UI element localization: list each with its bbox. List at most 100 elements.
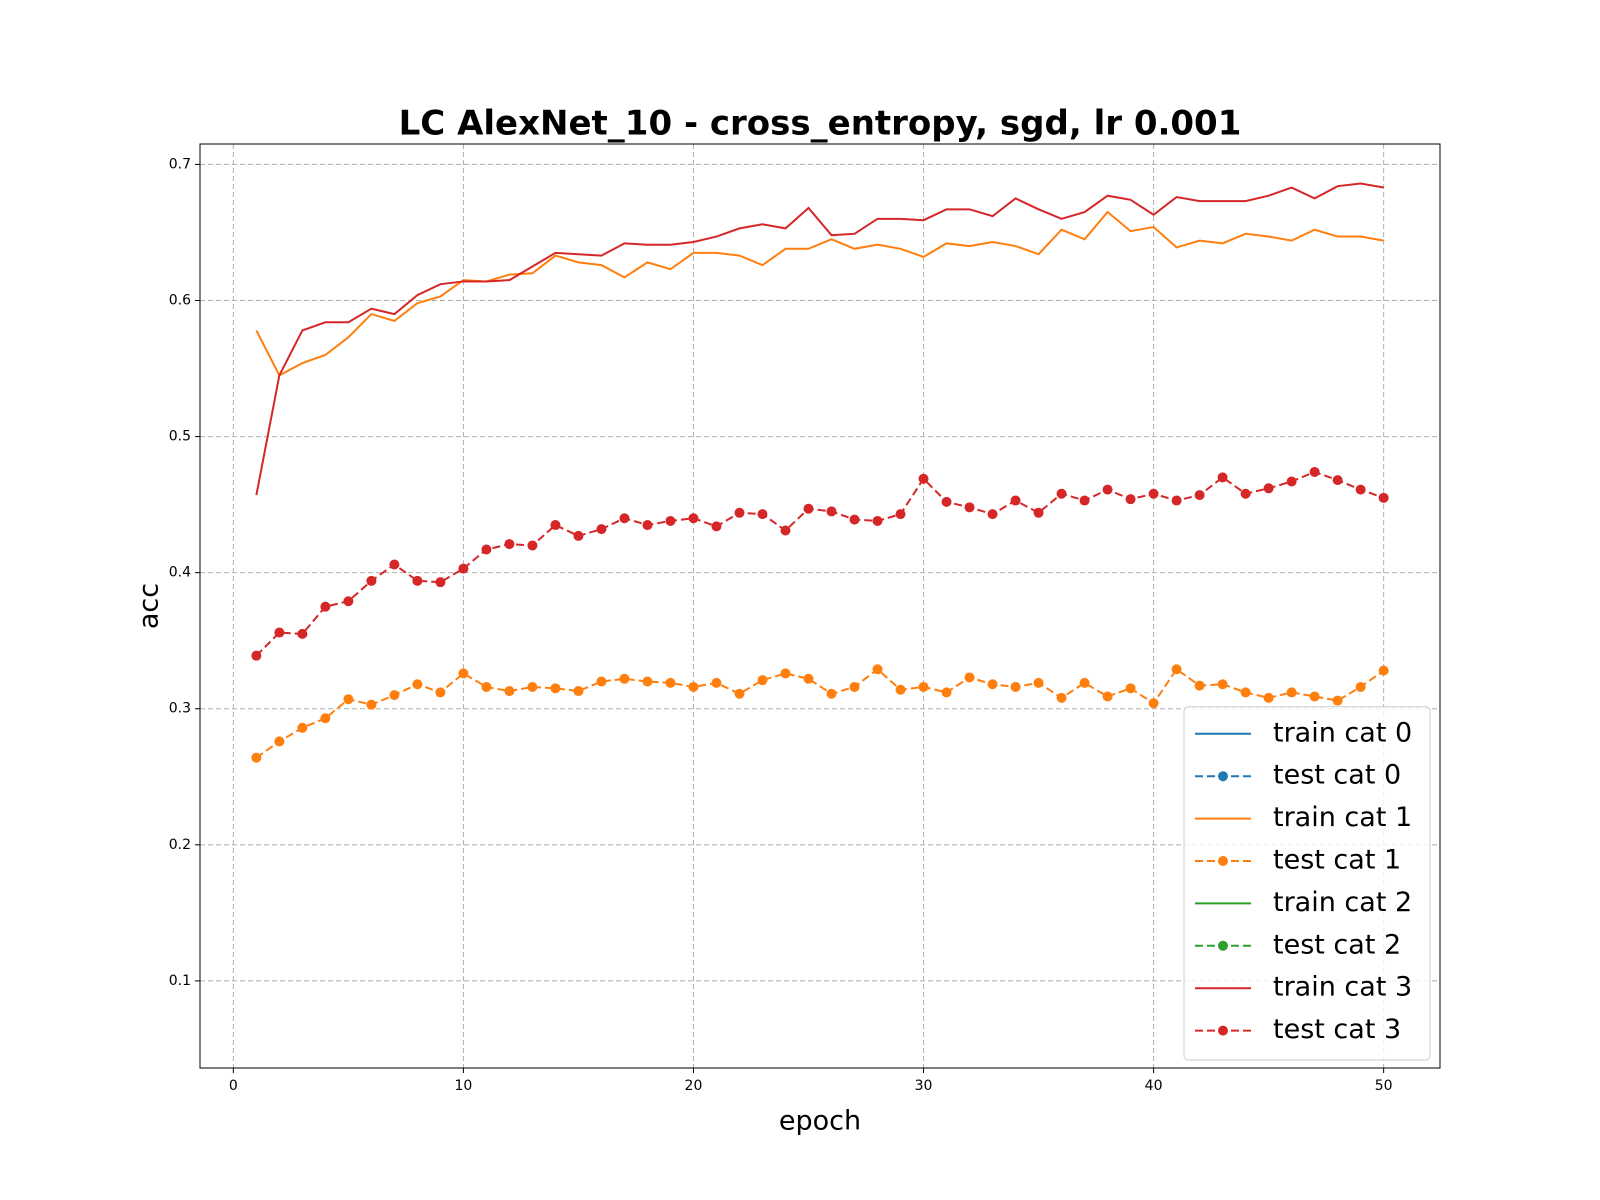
data-point <box>366 699 377 710</box>
data-point <box>734 507 745 518</box>
data-point <box>711 677 722 688</box>
data-point <box>665 515 676 526</box>
data-point <box>366 575 377 586</box>
legend-box <box>1183 706 1431 1061</box>
data-point <box>1240 488 1251 499</box>
plot-frame <box>199 143 1441 1069</box>
data-point <box>826 506 837 517</box>
data-point <box>849 681 860 692</box>
data-point <box>1332 475 1343 486</box>
data-point <box>1286 687 1297 698</box>
legend-label: test cat 1 <box>1273 845 1401 876</box>
data-point <box>1056 488 1067 499</box>
data-point <box>1148 698 1159 709</box>
data-point <box>504 539 515 550</box>
data-point <box>1263 692 1274 703</box>
series-line <box>255 182 1384 496</box>
data-point <box>1332 695 1343 706</box>
data-point <box>1033 677 1044 688</box>
data-point <box>849 514 860 525</box>
y-tick-label: 0.7 <box>169 156 191 172</box>
legend-marker <box>1218 940 1228 951</box>
data-point <box>1102 484 1113 495</box>
data-point <box>481 544 492 555</box>
data-point <box>1309 466 1320 477</box>
legend: train cat 0 test cat 0 train cat 1 test cat… <box>1183 706 1431 1061</box>
chart-title: LC AlexNet_10 - cross_entropy, sgd, lr 0… <box>399 104 1242 144</box>
x-tick-label: 50 <box>1375 1078 1393 1094</box>
data-point <box>1171 495 1182 506</box>
legend-label: train cat 0 <box>1273 717 1412 748</box>
data-point <box>320 713 331 724</box>
legend-label: train cat 2 <box>1273 887 1412 918</box>
data-point <box>274 736 285 747</box>
data-point <box>297 722 308 733</box>
x-axis-label: epoch <box>779 1106 861 1137</box>
legend-label: test cat 3 <box>1273 1014 1401 1045</box>
legend-label: train cat 3 <box>1273 972 1412 1003</box>
data-point <box>1171 664 1182 675</box>
data-point <box>619 673 630 684</box>
data-point <box>803 673 814 684</box>
y-tick-label: 0.2 <box>169 837 191 853</box>
data-point <box>964 672 975 683</box>
data-point <box>803 503 814 514</box>
x-tick-label: 0 <box>229 1078 238 1094</box>
y-axis-label: acc <box>134 583 165 629</box>
data-point <box>596 524 607 535</box>
x-tick-label: 30 <box>915 1078 933 1094</box>
data-point <box>757 675 768 686</box>
y-tick-label: 0.5 <box>169 429 191 445</box>
data-point <box>389 690 400 701</box>
data-point <box>826 688 837 699</box>
data-point <box>1102 691 1113 702</box>
data-point <box>619 513 630 524</box>
data-point <box>504 686 515 697</box>
data-point <box>918 681 929 692</box>
data-point <box>711 521 722 532</box>
data-point <box>987 509 998 520</box>
data-point <box>412 575 423 586</box>
data-point <box>918 473 929 484</box>
data-point <box>251 650 262 661</box>
data-point <box>343 596 354 607</box>
data-point <box>1217 679 1228 690</box>
data-point <box>987 679 998 690</box>
data-point <box>895 509 906 520</box>
data-point <box>412 679 423 690</box>
data-point <box>573 686 584 697</box>
data-point <box>527 540 538 551</box>
data-point <box>642 676 653 687</box>
data-point <box>1056 692 1067 703</box>
x-tick-label: 40 <box>1145 1078 1163 1094</box>
series-line <box>255 667 1385 759</box>
data-point <box>389 559 400 570</box>
y-tick-label: 0.3 <box>169 701 191 717</box>
data-point <box>895 684 906 695</box>
data-point <box>458 563 469 574</box>
data-point <box>297 628 308 639</box>
data-point <box>1194 680 1205 691</box>
data-point <box>1079 495 1090 506</box>
data-point <box>1286 476 1297 487</box>
legend-marker <box>1218 1025 1228 1036</box>
x-tick-label: 10 <box>454 1078 472 1094</box>
data-point <box>642 520 653 531</box>
legend-label: test cat 0 <box>1273 760 1401 791</box>
data-point <box>458 668 469 679</box>
data-point <box>251 752 262 763</box>
data-point <box>941 687 952 698</box>
data-point <box>1125 494 1136 505</box>
series-line <box>255 210 1384 377</box>
data-point <box>435 687 446 698</box>
data-point <box>1033 507 1044 518</box>
data-point <box>1263 483 1274 494</box>
data-point <box>481 681 492 692</box>
data-point <box>596 676 607 687</box>
y-tick-label: 0.4 <box>169 565 191 581</box>
data-point <box>1194 490 1205 501</box>
data-point <box>1125 683 1136 694</box>
data-point <box>941 496 952 507</box>
data-point <box>1378 665 1389 676</box>
